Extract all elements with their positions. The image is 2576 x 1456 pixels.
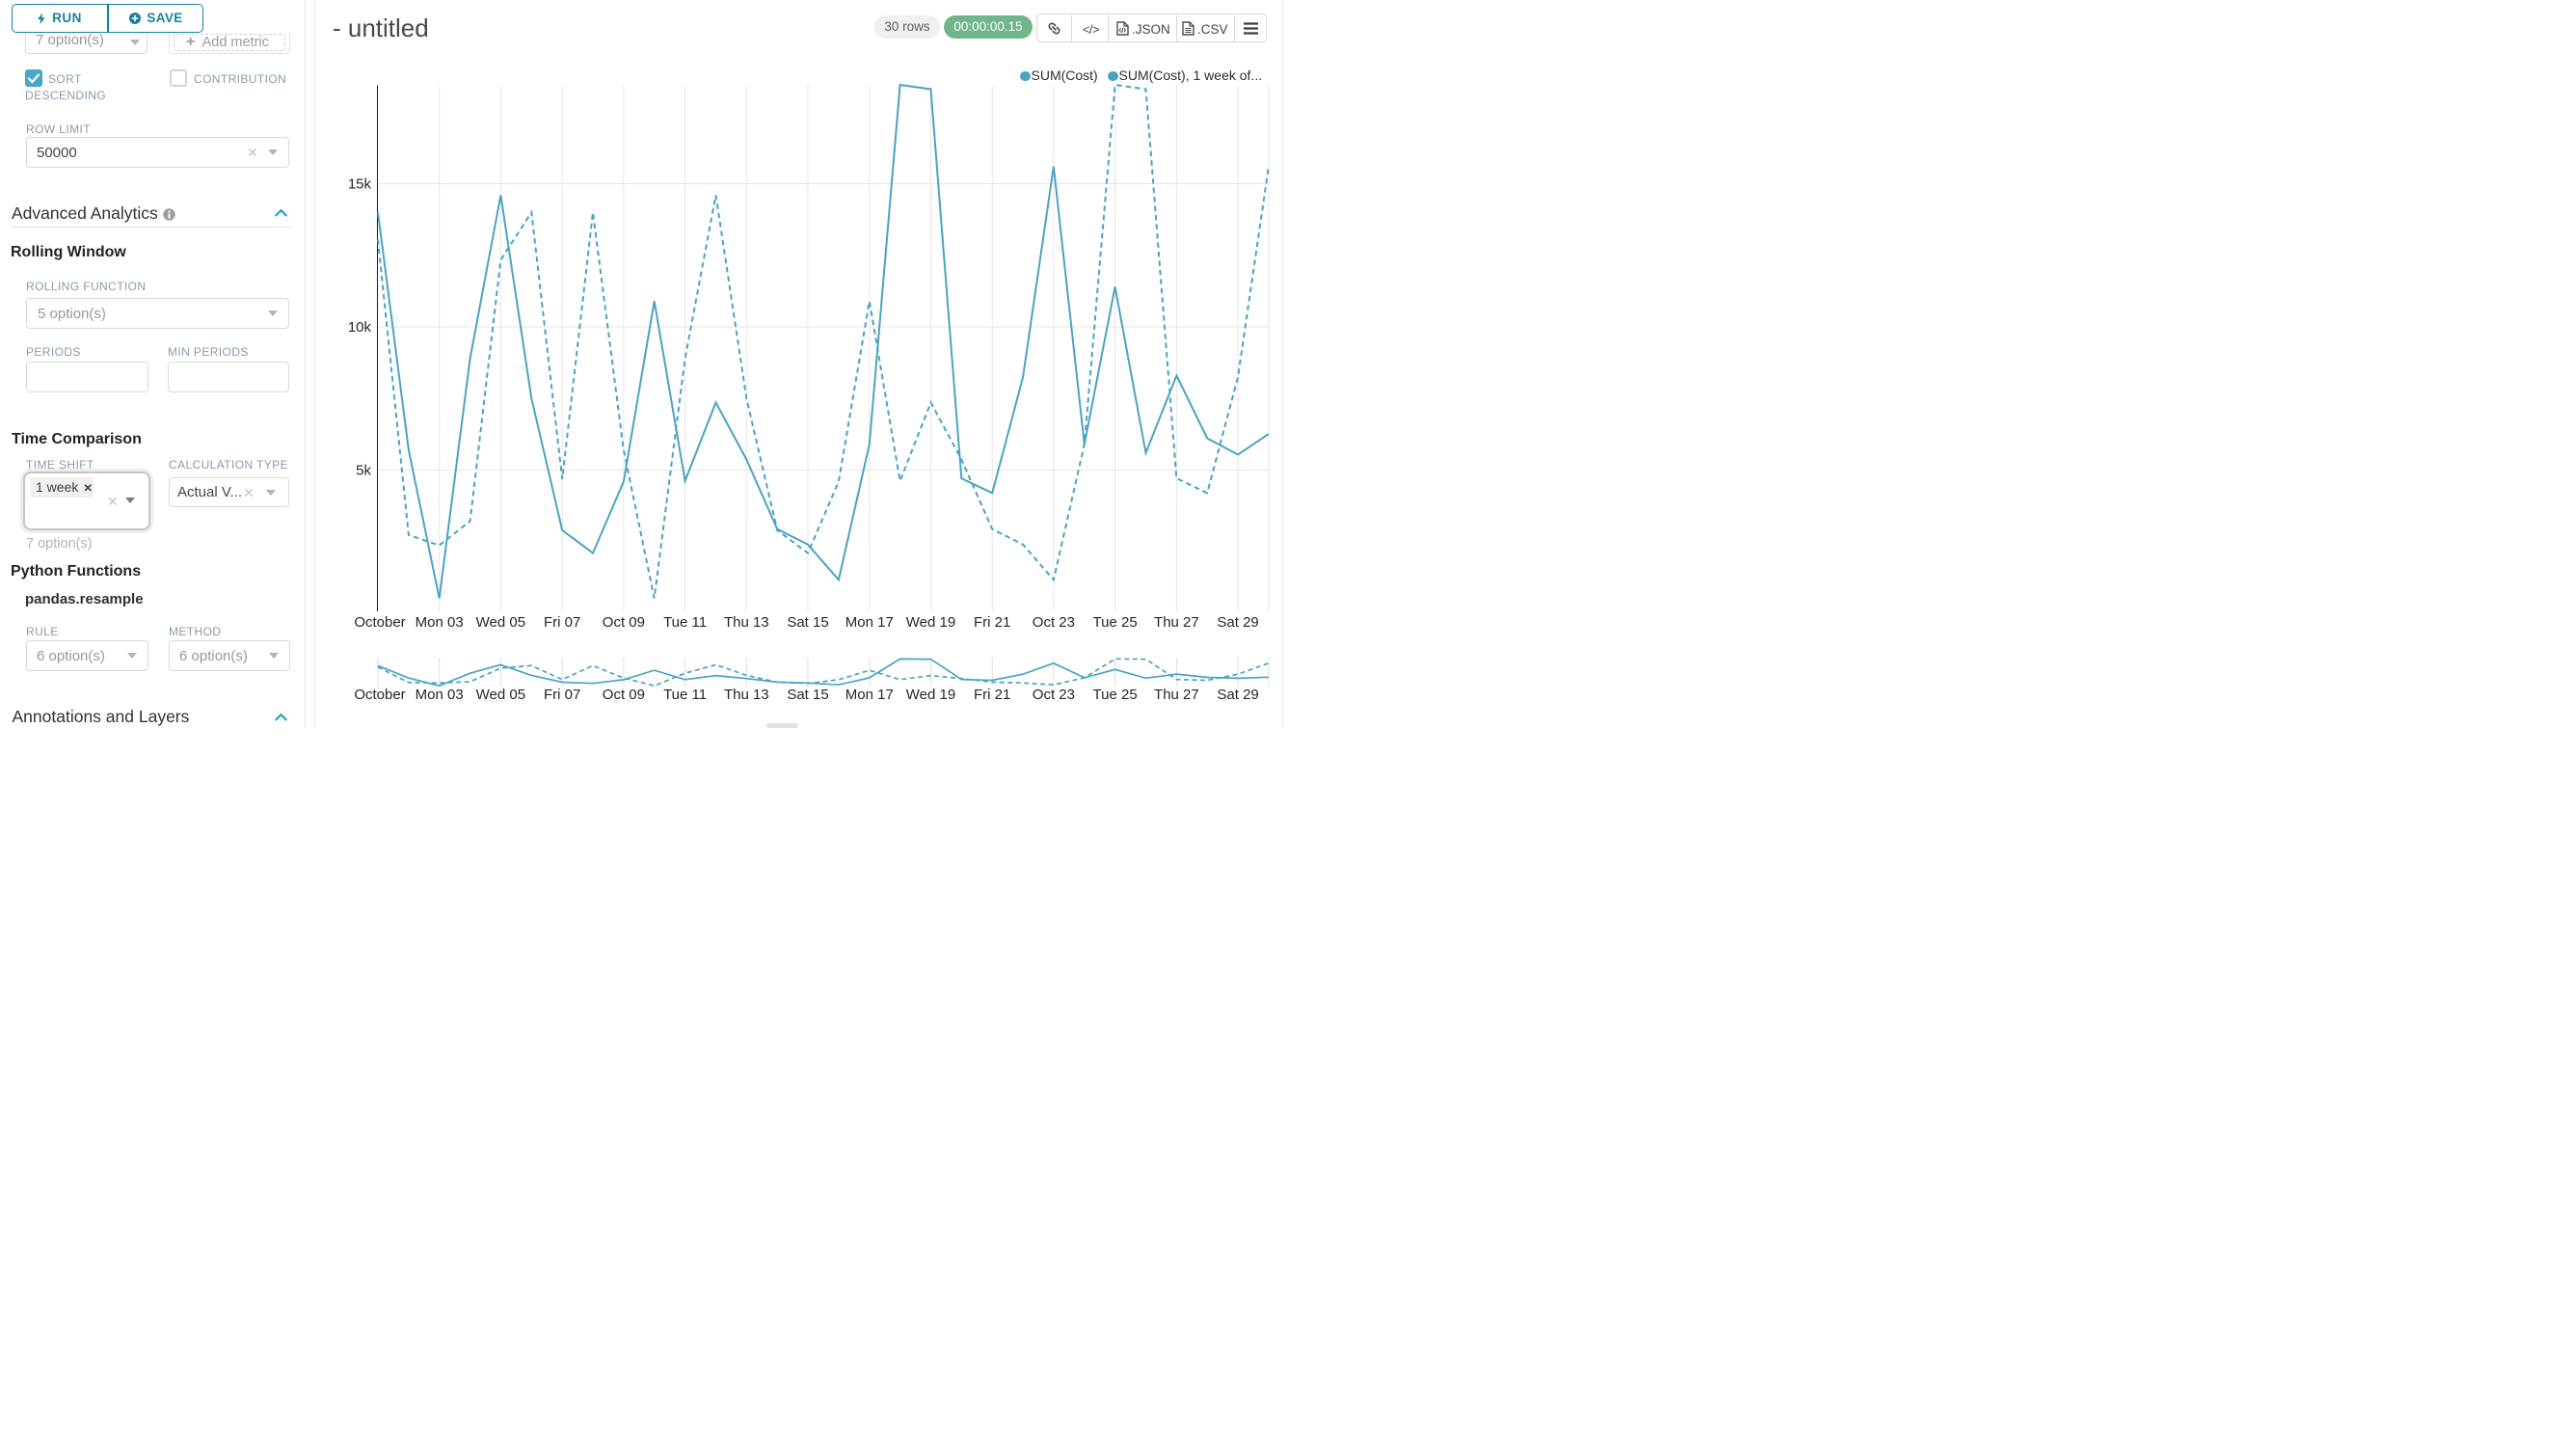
svg-text:Sat 15: Sat 15 bbox=[787, 687, 828, 703]
svg-text:Oct 23: Oct 23 bbox=[1033, 687, 1075, 703]
svg-text:Oct 23: Oct 23 bbox=[1033, 614, 1075, 631]
svg-text:Wed 19: Wed 19 bbox=[906, 614, 955, 631]
svg-text:5k: 5k bbox=[356, 463, 371, 479]
svg-text:Oct 09: Oct 09 bbox=[603, 687, 645, 703]
svg-text:Sat 15: Sat 15 bbox=[787, 614, 828, 631]
svg-text:Fri 07: Fri 07 bbox=[544, 614, 580, 631]
svg-text:Thu 13: Thu 13 bbox=[724, 614, 769, 631]
svg-text:Tue 11: Tue 11 bbox=[663, 687, 707, 703]
svg-text:Wed 05: Wed 05 bbox=[476, 687, 525, 703]
svg-text:Thu 27: Thu 27 bbox=[1154, 614, 1199, 631]
svg-text:Mon 17: Mon 17 bbox=[845, 614, 894, 631]
svg-text:15k: 15k bbox=[348, 176, 372, 193]
svg-text:Fri 07: Fri 07 bbox=[544, 687, 580, 703]
svg-text:Thu 27: Thu 27 bbox=[1154, 687, 1199, 703]
svg-text:Sat 29: Sat 29 bbox=[1217, 614, 1258, 631]
svg-text:Sat 29: Sat 29 bbox=[1217, 687, 1258, 703]
svg-text:Oct 09: Oct 09 bbox=[603, 614, 645, 631]
svg-text:Wed 19: Wed 19 bbox=[906, 687, 955, 703]
svg-text:10k: 10k bbox=[348, 319, 372, 336]
svg-text:Fri 21: Fri 21 bbox=[974, 687, 1010, 703]
svg-text:Tue 25: Tue 25 bbox=[1093, 687, 1138, 703]
svg-text:Mon 03: Mon 03 bbox=[416, 614, 464, 631]
svg-text:Mon 03: Mon 03 bbox=[416, 687, 464, 703]
svg-text:Thu 13: Thu 13 bbox=[724, 687, 769, 703]
svg-text:Tue 25: Tue 25 bbox=[1093, 614, 1138, 631]
svg-text:Wed 05: Wed 05 bbox=[476, 614, 525, 631]
svg-text:October: October bbox=[354, 687, 405, 703]
svg-text:Mon 17: Mon 17 bbox=[845, 687, 894, 703]
svg-text:Fri 21: Fri 21 bbox=[974, 614, 1010, 631]
svg-text:Tue 11: Tue 11 bbox=[663, 614, 707, 631]
svg-text:October: October bbox=[354, 614, 405, 631]
